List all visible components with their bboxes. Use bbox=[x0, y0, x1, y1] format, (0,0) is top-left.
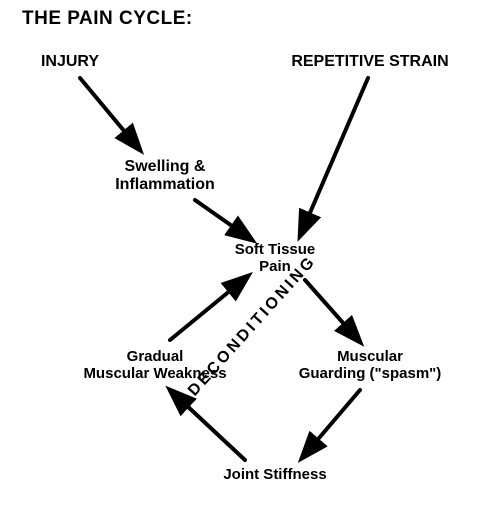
edge-strain-to-softpain bbox=[300, 78, 368, 236]
node-guarding: Muscular Guarding ("spasm") bbox=[260, 348, 480, 383]
edge-guarding-to-stiffness bbox=[302, 390, 360, 458]
node-softpain: Soft Tissue Pain bbox=[165, 241, 385, 276]
node-swelling: Swelling & Inflammation bbox=[55, 158, 275, 195]
node-injury: INJURY bbox=[0, 53, 180, 71]
edge-softpain-to-guarding bbox=[305, 280, 360, 342]
edge-swelling-to-softpain bbox=[195, 200, 252, 240]
edge-stiffness-to-weakness bbox=[170, 390, 245, 460]
node-stiffness: Joint Stiffness bbox=[165, 466, 385, 483]
pain-cycle-diagram: THE PAIN CYCLE: INJURY REPETITIVE STRAIN… bbox=[0, 0, 500, 522]
node-strain: REPETITIVE STRAIN bbox=[260, 53, 480, 71]
diagram-title: THE PAIN CYCLE: bbox=[22, 8, 193, 30]
edge-injury-to-swelling bbox=[80, 78, 140, 150]
